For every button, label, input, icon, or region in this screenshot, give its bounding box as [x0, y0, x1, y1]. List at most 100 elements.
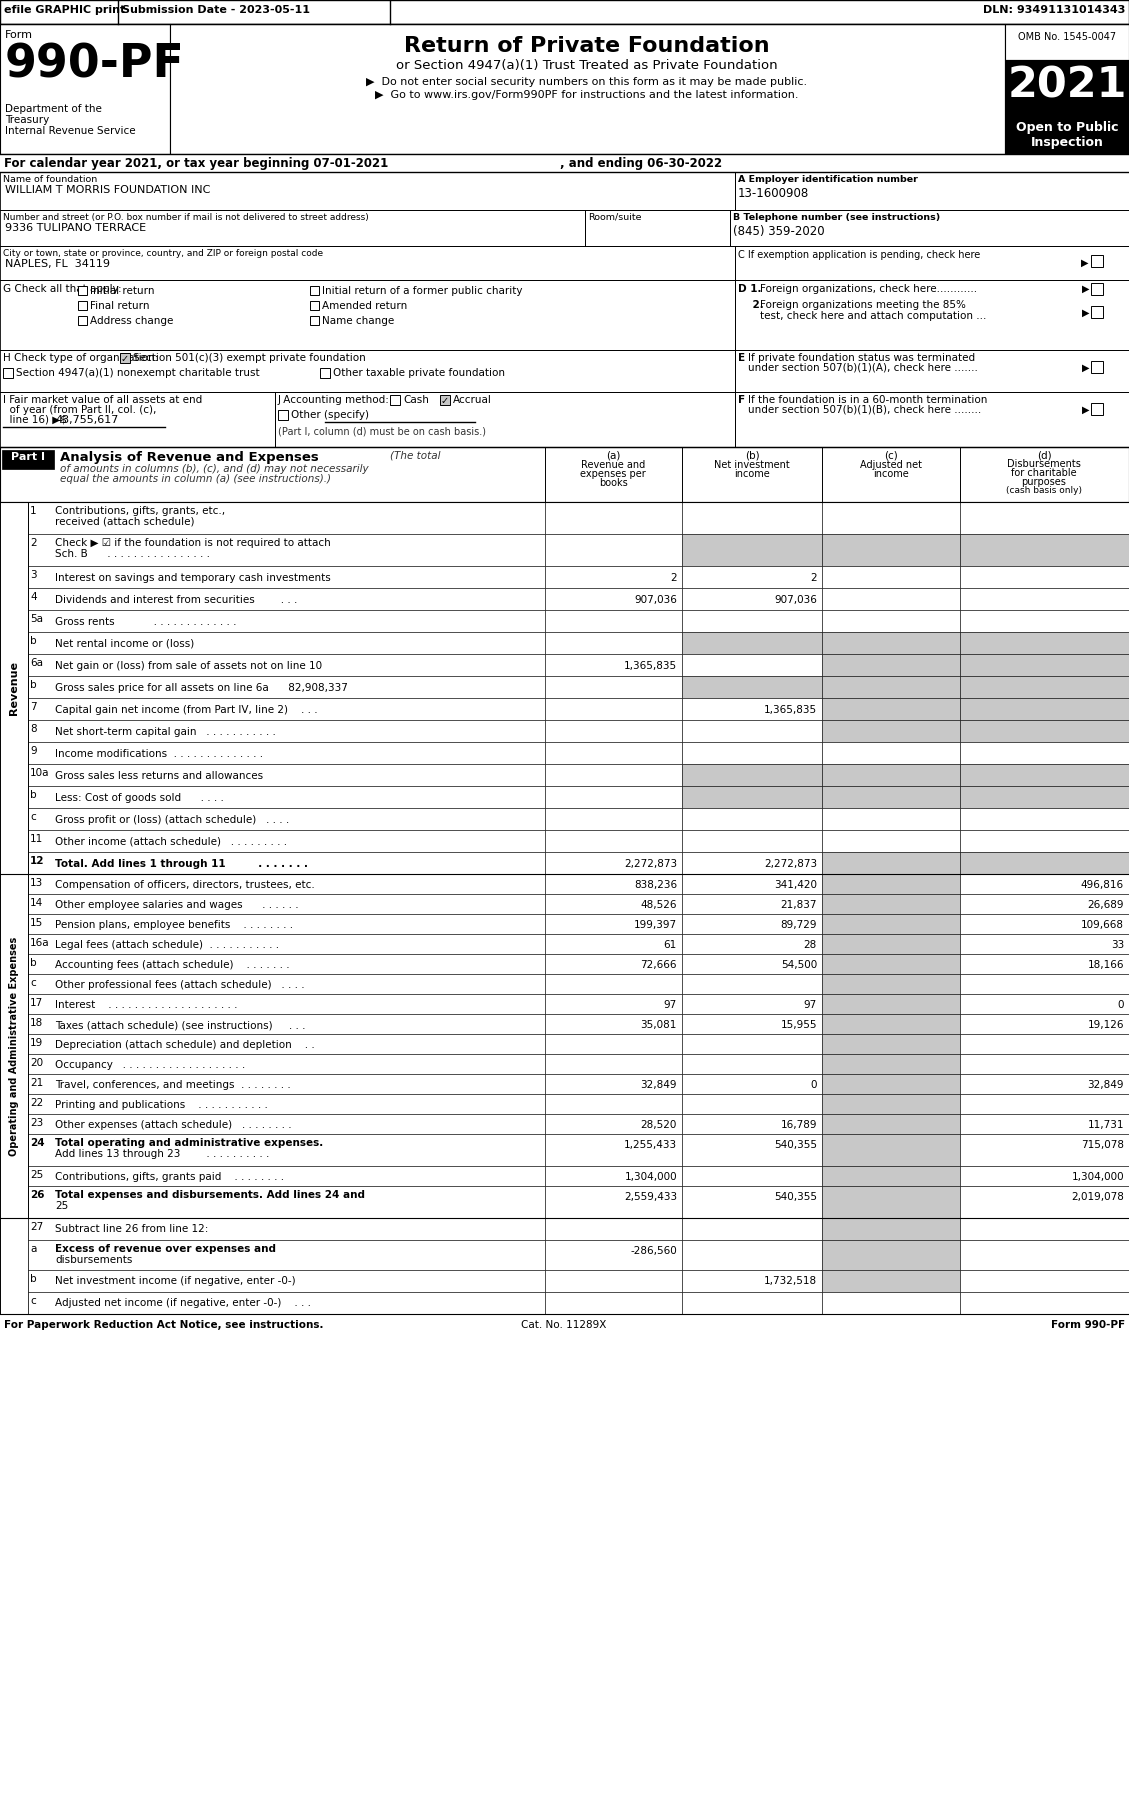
- Bar: [960, 831, 1129, 852]
- Text: Less: Cost of goods sold      . . . .: Less: Cost of goods sold . . . .: [55, 793, 224, 804]
- Bar: [545, 1054, 682, 1073]
- Bar: [682, 831, 822, 852]
- Bar: [545, 933, 682, 955]
- Text: 10a: 10a: [30, 768, 50, 779]
- Bar: [960, 1073, 1129, 1093]
- Bar: [28, 654, 545, 676]
- Bar: [682, 1115, 822, 1135]
- Bar: [682, 743, 822, 764]
- Text: Form: Form: [5, 31, 33, 40]
- Text: Internal Revenue Service: Internal Revenue Service: [5, 126, 135, 137]
- Bar: [28, 1034, 545, 1054]
- Bar: [28, 786, 545, 807]
- Text: 13-1600908: 13-1600908: [738, 187, 809, 200]
- Text: Net investment income (if negative, enter -0-): Net investment income (if negative, ente…: [55, 1277, 296, 1286]
- Text: Other income (attach schedule)   . . . . . . . . .: Other income (attach schedule) . . . . .…: [55, 838, 287, 847]
- Bar: [0, 0, 1129, 23]
- Bar: [545, 566, 682, 588]
- Text: For calendar year 2021, or tax year beginning 07-01-2021: For calendar year 2021, or tax year begi…: [5, 156, 388, 171]
- Text: 19: 19: [30, 1037, 43, 1048]
- Text: for charitable: for charitable: [1012, 467, 1077, 478]
- Text: 1: 1: [30, 505, 36, 516]
- Bar: [822, 719, 960, 743]
- Text: Foreign organizations, check here............: Foreign organizations, check here.......…: [760, 284, 977, 295]
- Bar: [735, 280, 1129, 351]
- Text: Total. Add lines 1 through 11         . . . . . . .: Total. Add lines 1 through 11 . . . . . …: [55, 859, 308, 868]
- Bar: [545, 1269, 682, 1293]
- Text: equal the amounts in column (a) (see instructions).): equal the amounts in column (a) (see ins…: [60, 475, 331, 484]
- Text: 2,272,873: 2,272,873: [764, 859, 817, 868]
- Bar: [735, 173, 1129, 210]
- Text: line 16) ▶$: line 16) ▶$: [3, 415, 67, 424]
- Text: 61: 61: [664, 940, 677, 949]
- Text: 15,955: 15,955: [780, 1019, 817, 1030]
- Text: Travel, conferences, and meetings  . . . . . . . .: Travel, conferences, and meetings . . . …: [55, 1081, 291, 1090]
- Bar: [730, 210, 1129, 246]
- Text: 14: 14: [30, 897, 43, 908]
- Text: F: F: [738, 396, 745, 405]
- Bar: [310, 300, 320, 309]
- Bar: [28, 698, 545, 719]
- Text: Dividends and interest from securities        . . .: Dividends and interest from securities .…: [55, 595, 297, 604]
- Text: E: E: [738, 352, 745, 363]
- Text: 25: 25: [55, 1201, 68, 1212]
- Text: 89,729: 89,729: [780, 921, 817, 930]
- Text: test, check here and attach computation ...: test, check here and attach computation …: [760, 311, 987, 322]
- Bar: [28, 1187, 545, 1217]
- Bar: [275, 392, 735, 448]
- Text: OMB No. 1545-0047: OMB No. 1545-0047: [1018, 32, 1117, 41]
- Bar: [310, 286, 320, 295]
- Text: Gross profit or (loss) (attach schedule)   . . . .: Gross profit or (loss) (attach schedule)…: [55, 814, 289, 825]
- Bar: [960, 1054, 1129, 1073]
- Bar: [960, 786, 1129, 807]
- Bar: [78, 316, 87, 325]
- Bar: [682, 698, 822, 719]
- Text: For Paperwork Reduction Act Notice, see instructions.: For Paperwork Reduction Act Notice, see …: [5, 1320, 324, 1331]
- Text: 11,731: 11,731: [1087, 1120, 1124, 1129]
- Bar: [545, 1014, 682, 1034]
- Text: 1,304,000: 1,304,000: [624, 1172, 677, 1181]
- Bar: [78, 300, 87, 309]
- Text: (845) 359-2020: (845) 359-2020: [733, 225, 824, 237]
- Text: Subtract line 26 from line 12:: Subtract line 26 from line 12:: [55, 1224, 209, 1233]
- Text: J Accounting method:: J Accounting method:: [278, 396, 390, 405]
- Text: Occupancy   . . . . . . . . . . . . . . . . . . .: Occupancy . . . . . . . . . . . . . . . …: [55, 1061, 245, 1070]
- Bar: [440, 396, 450, 405]
- Bar: [545, 654, 682, 676]
- Text: Other taxable private foundation: Other taxable private foundation: [333, 369, 505, 378]
- Bar: [545, 1217, 682, 1241]
- Bar: [822, 654, 960, 676]
- Text: ▶  Do not enter social security numbers on this form as it may be made public.: ▶ Do not enter social security numbers o…: [367, 77, 807, 86]
- Bar: [682, 633, 822, 654]
- Bar: [822, 852, 960, 874]
- Bar: [960, 994, 1129, 1014]
- Bar: [960, 610, 1129, 633]
- Text: books: books: [598, 478, 628, 487]
- Text: , and ending 06-30-2022: , and ending 06-30-2022: [560, 156, 723, 171]
- Bar: [585, 210, 730, 246]
- Bar: [735, 392, 1129, 448]
- Bar: [28, 1165, 545, 1187]
- Bar: [822, 764, 960, 786]
- Bar: [735, 351, 1129, 392]
- Bar: [682, 588, 822, 610]
- Bar: [682, 764, 822, 786]
- Text: (b): (b): [745, 450, 760, 460]
- Text: Compensation of officers, directors, trustees, etc.: Compensation of officers, directors, tru…: [55, 879, 315, 890]
- Text: 19,126: 19,126: [1087, 1019, 1124, 1030]
- Bar: [822, 588, 960, 610]
- Text: 17: 17: [30, 998, 43, 1009]
- Text: Interest    . . . . . . . . . . . . . . . . . . . .: Interest . . . . . . . . . . . . . . . .…: [55, 1000, 237, 1010]
- Text: Accounting fees (attach schedule)    . . . . . . .: Accounting fees (attach schedule) . . . …: [55, 960, 290, 969]
- Bar: [822, 1293, 960, 1314]
- Bar: [822, 894, 960, 913]
- Text: Section 4947(a)(1) nonexempt charitable trust: Section 4947(a)(1) nonexempt charitable …: [16, 369, 260, 378]
- Bar: [822, 698, 960, 719]
- Bar: [822, 534, 960, 566]
- Bar: [960, 1115, 1129, 1135]
- Text: Contributions, gifts, grants paid    . . . . . . . .: Contributions, gifts, grants paid . . . …: [55, 1172, 285, 1181]
- Bar: [960, 743, 1129, 764]
- Bar: [822, 1187, 960, 1217]
- Bar: [682, 676, 822, 698]
- Text: I Fair market value of all assets at end: I Fair market value of all assets at end: [3, 396, 202, 405]
